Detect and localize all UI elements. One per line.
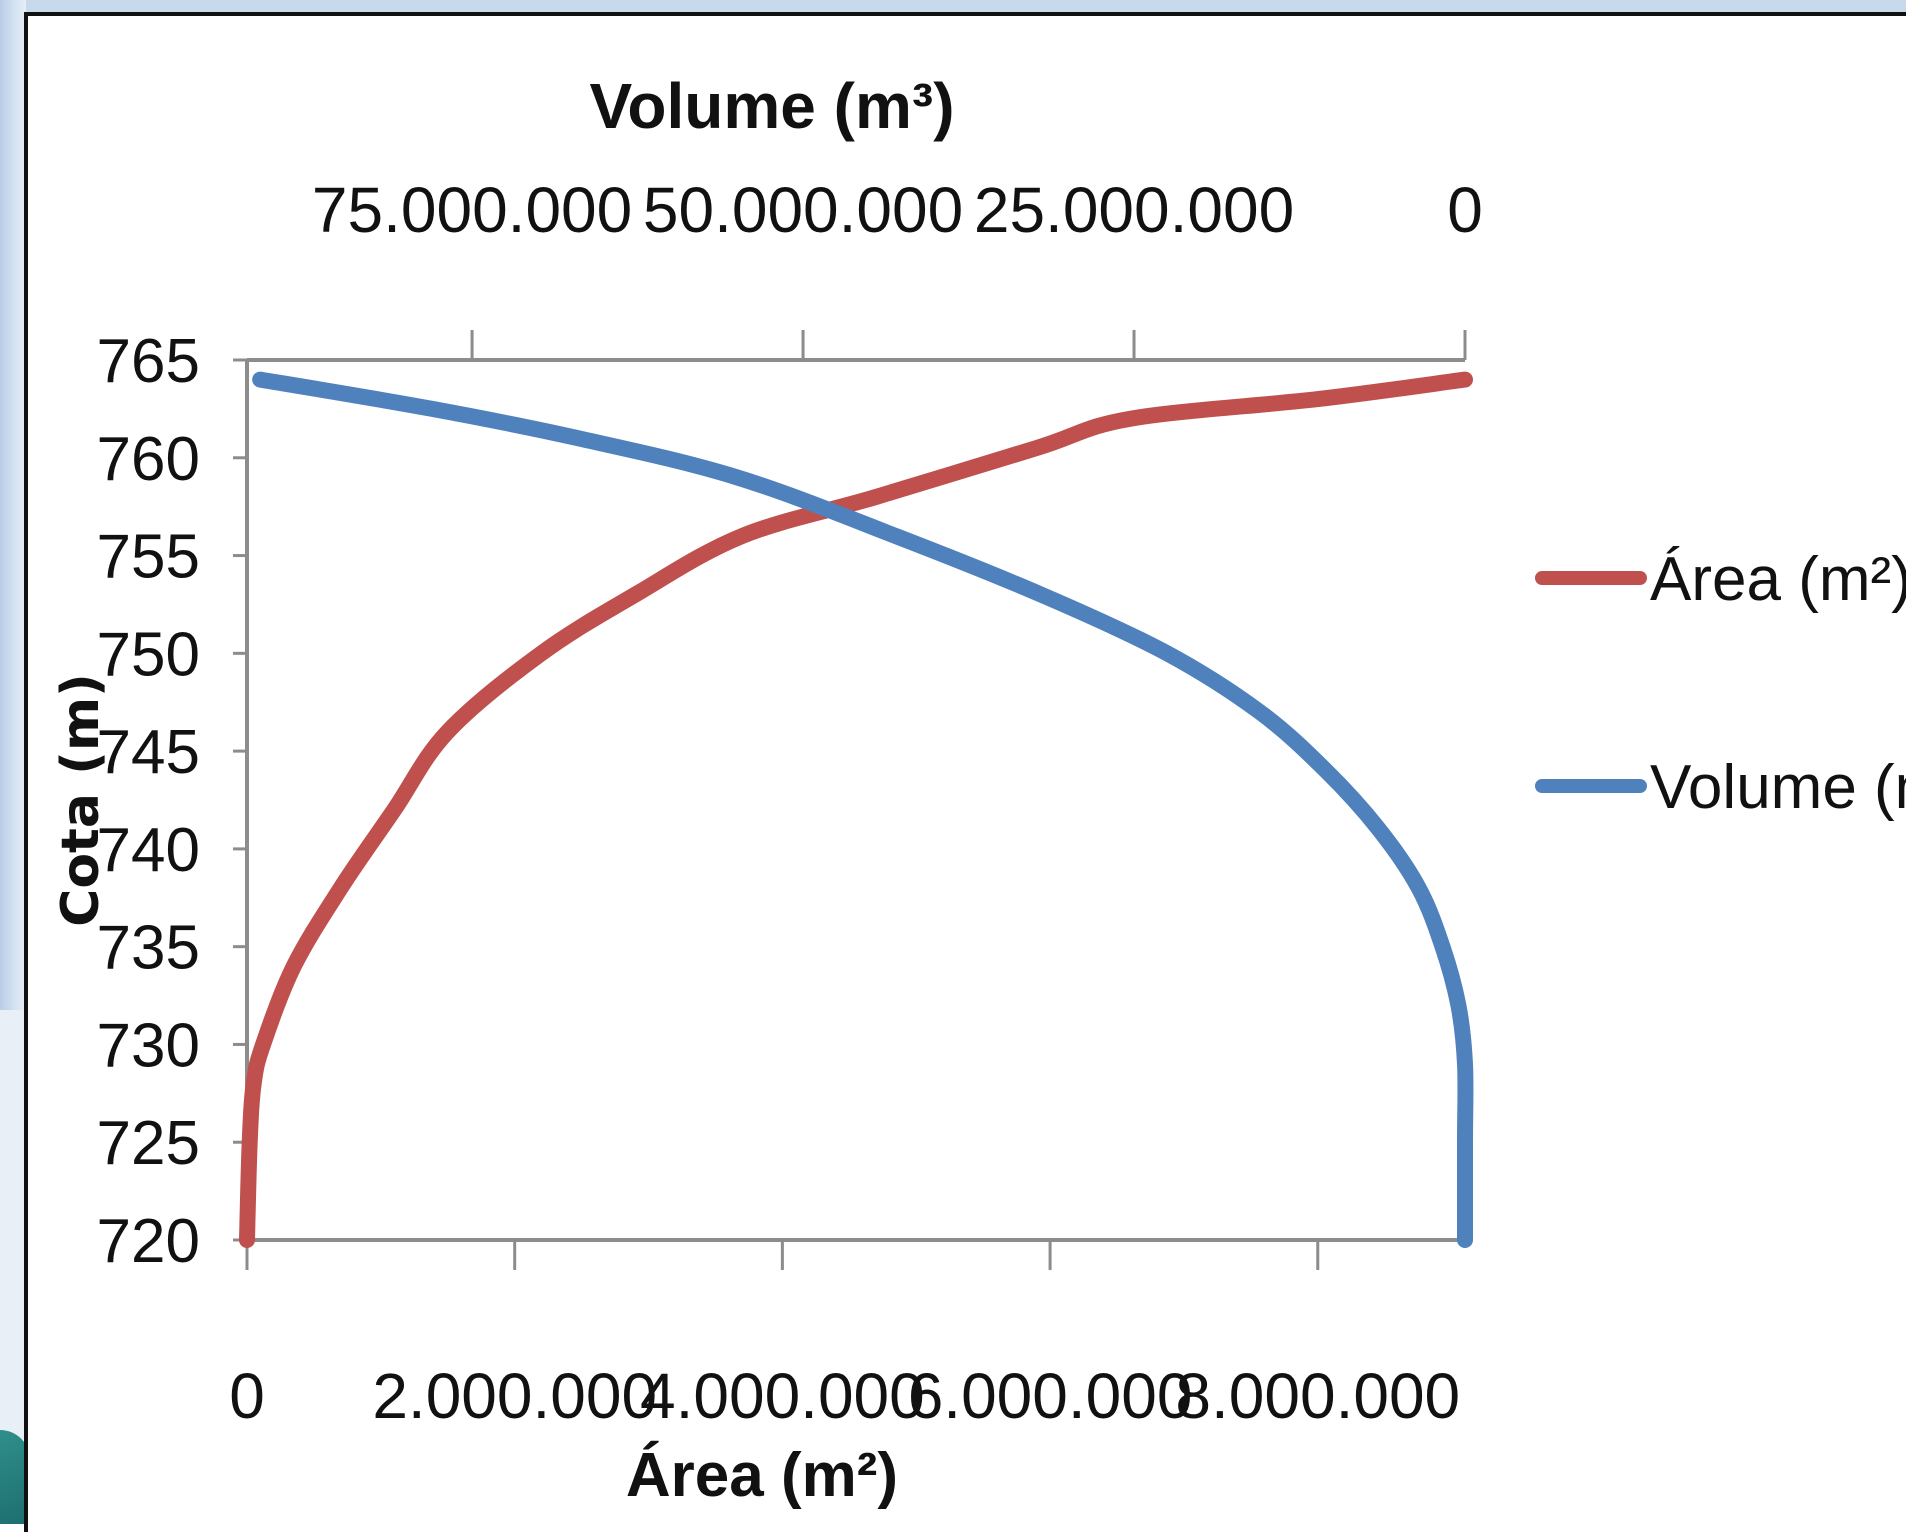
- y-tick-label: 735: [97, 914, 200, 983]
- chart-axes: 720 725 730 735 740 745 750 755 760 765 0 2.000.000…: [97, 174, 1483, 1432]
- y-tick-label: 725: [97, 1109, 200, 1178]
- legend-label-area: Área (m²): [1650, 545, 1906, 614]
- legend: Área (m²) Volume (m³): [1535, 545, 1906, 822]
- x-bottom-tick-label: 8.000.000: [1175, 1360, 1460, 1432]
- x-top-tick-label: 25.000.000: [974, 174, 1294, 246]
- x-bottom-tick-label: 2.000.000: [372, 1360, 657, 1432]
- y-tick-label: 760: [97, 425, 200, 494]
- y-tick-label: 765: [97, 327, 200, 396]
- x-top-tick-label: 0: [1447, 174, 1483, 246]
- series-line-area: [239, 371, 1473, 1248]
- y-tick-label: 750: [97, 620, 200, 689]
- x-bottom-tick-label: 6.000.000: [908, 1360, 1193, 1432]
- y-tick-label: 720: [97, 1207, 200, 1276]
- x-bottom-tick-label: 4.000.000: [640, 1360, 925, 1432]
- y-axis-title: Cota (m): [51, 673, 111, 927]
- chart-series: [239, 371, 1474, 1248]
- y-tick-label: 745: [97, 718, 200, 787]
- background-strip-top: [0, 0, 1906, 14]
- x-bottom-tick-label: 0: [229, 1360, 265, 1432]
- bottom-axis-title: Área (m²): [626, 1441, 898, 1510]
- legend-label-volume: Volume (m³): [1650, 753, 1906, 822]
- series-line-volume: [252, 371, 1474, 1248]
- x-top-tick-label: 75.000.000: [312, 174, 632, 246]
- top-axis-title: Volume (m³): [589, 70, 954, 142]
- y-tick-label: 730: [97, 1011, 200, 1080]
- y-tick-label: 740: [97, 816, 200, 885]
- x-top-tick-label: 50.000.000: [643, 174, 963, 246]
- y-tick-label: 755: [97, 523, 200, 592]
- background-strip-left: [0, 0, 26, 1010]
- chart-frame: [24, 12, 1906, 1532]
